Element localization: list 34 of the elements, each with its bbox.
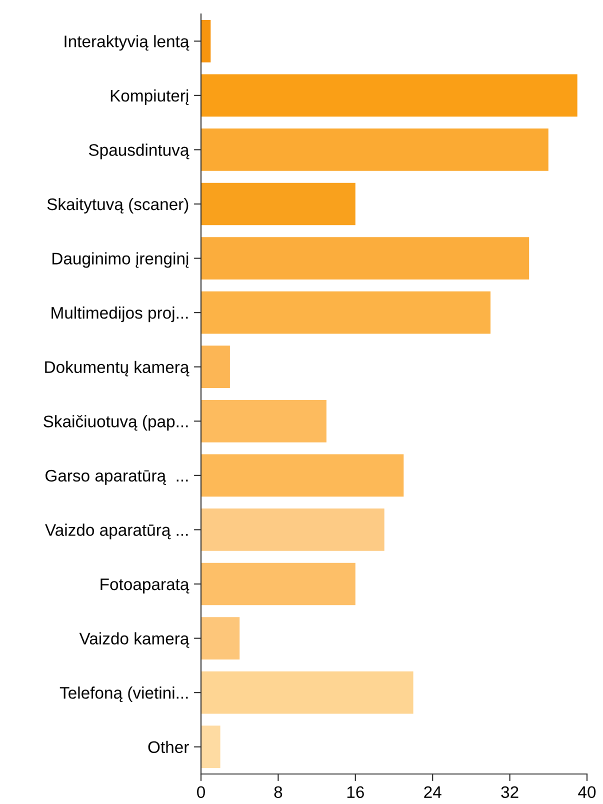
x-tick-label: 8 <box>274 786 282 798</box>
bar <box>201 400 326 442</box>
y-tick-label: Garso aparatūrą ... <box>46 470 188 485</box>
bar <box>201 128 548 171</box>
bar <box>201 74 578 117</box>
bar <box>201 617 240 660</box>
bar <box>201 20 211 62</box>
y-tick-label: Skaitytuvą (scaner) <box>47 198 188 214</box>
bar <box>201 237 530 280</box>
y-tick-label: Fotoaparatą <box>100 578 190 594</box>
x-tick-label: 0 <box>197 786 205 798</box>
y-tick-label: Dokumentų kamerą <box>45 360 190 376</box>
y-tick-label: Multimedijos proj... <box>52 306 188 322</box>
y-tick-label: Interaktyvią lentą <box>64 35 190 51</box>
bar <box>201 726 220 768</box>
y-tick-label: Spausdintuvą <box>88 144 190 160</box>
bar <box>201 291 490 334</box>
y-tick-label: Vaizdo kamerą <box>79 632 190 648</box>
bar <box>201 454 404 497</box>
bar <box>201 671 414 714</box>
y-tick-label: Other <box>148 740 189 754</box>
x-tick-label: 32 <box>501 786 518 798</box>
bar <box>201 508 384 551</box>
bar <box>201 346 230 388</box>
x-tick-label: 16 <box>347 786 364 798</box>
bar <box>201 562 356 606</box>
y-tick-label: Telefoną (vietini... <box>60 686 188 702</box>
y-tick-label: Skaičiuotuvą (pap... <box>44 415 188 431</box>
bar <box>201 182 356 226</box>
x-tick-label: 40 <box>578 786 596 798</box>
x-tick-label: 24 <box>424 786 442 798</box>
y-tick-label: Dauginimo įrenginį <box>52 252 189 268</box>
y-tick-label: Vaizdo aparatūrą ... <box>45 524 188 540</box>
y-tick-label: Kompiuterį <box>110 89 189 105</box>
